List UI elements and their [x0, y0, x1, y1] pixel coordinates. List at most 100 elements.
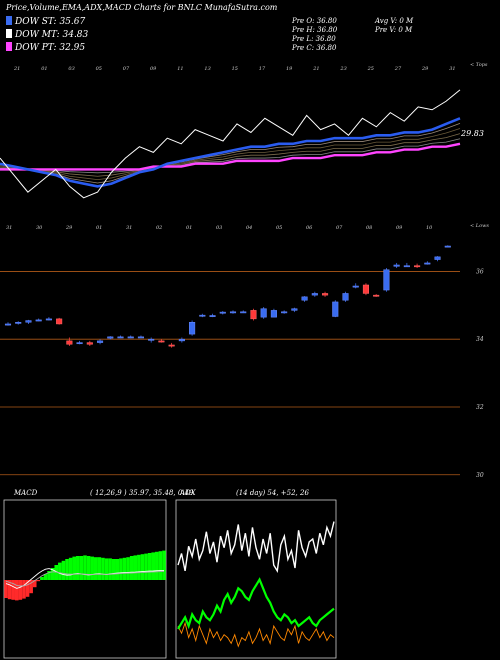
- candle-body: [250, 310, 257, 320]
- candle-body: [321, 293, 329, 296]
- price-tick-label: 30: [476, 472, 484, 479]
- macd-histogram-bar: [43, 574, 48, 580]
- ema-bottom-day-label: 29: [65, 225, 73, 231]
- macd-histogram-bar: [126, 557, 130, 580]
- ema-bottom-day-label: 06: [306, 225, 313, 231]
- ema-bottom-day-label: 04: [246, 225, 252, 231]
- macd-histogram-bar: [11, 580, 15, 600]
- ohlc-open: Pre O: 36.80: [291, 17, 337, 25]
- candle-body: [342, 293, 349, 301]
- macd-histogram-bar: [115, 559, 120, 580]
- candle-body: [178, 338, 185, 342]
- macd-histogram-bar: [122, 557, 127, 580]
- ema-top-day-label: 05: [96, 66, 102, 72]
- candle-body: [383, 269, 390, 291]
- macd-histogram-bar: [147, 553, 152, 580]
- candle-body: [240, 311, 247, 314]
- ema-top-day-label: 23: [339, 66, 346, 72]
- macd-signal-line: [5, 571, 165, 587]
- ohlc-high: Pre H: 36.80: [291, 26, 338, 34]
- candle-body: [56, 318, 63, 325]
- macd-label: MACD: [13, 489, 38, 497]
- ema-bottom-day-label: 01: [186, 225, 192, 231]
- macd-histogram-bar: [104, 558, 109, 580]
- macd-histogram-bar: [155, 551, 159, 580]
- ema-bottom-day-label: 09: [396, 225, 403, 231]
- candle-body: [373, 294, 380, 297]
- macd-histogram-bar: [129, 556, 134, 580]
- candle-body: [219, 311, 226, 314]
- ema-top-day-label: 01: [41, 66, 47, 72]
- candle-body: [229, 311, 237, 314]
- adx-plus-di-line: [177, 521, 335, 573]
- ohlc-close: Pre C: 36.80: [291, 44, 337, 52]
- price-top-label: < Lows: [470, 223, 489, 229]
- macd-histogram-bar: [144, 553, 148, 580]
- macd-histogram-bar: [7, 580, 12, 600]
- ema-bottom-day-label: 31: [126, 225, 132, 231]
- macd-histogram-bar: [119, 558, 123, 580]
- ema-bottom-day-label: 31: [6, 225, 12, 231]
- legend-swatch-mt: [6, 29, 12, 38]
- price-gridlines: 36 34 32 30: [0, 268, 484, 479]
- ema-last-value-label: 29.83: [460, 129, 484, 138]
- adx-label: ADX: [179, 489, 197, 497]
- candle-body: [127, 336, 134, 339]
- ema-top-day-label: 15: [232, 66, 238, 72]
- ema-lines: [0, 89, 461, 199]
- ema-top-day-label: 07: [123, 66, 130, 72]
- macd-histogram-bar: [86, 556, 91, 580]
- candle-body: [168, 344, 175, 347]
- prev-volume: Pre V: 0 M: [374, 26, 413, 34]
- ema-bottom-day-label: 10: [426, 225, 433, 231]
- ema-bottom-day-label: 02: [156, 225, 162, 231]
- ema-slow-line: [0, 142, 461, 171]
- price-panel: < Lows 36 34 32 30: [0, 223, 489, 479]
- price-tick-label: 34: [476, 336, 484, 343]
- ohlc-low: Pre L: 36.80: [291, 35, 336, 43]
- macd-histogram-bar: [61, 560, 66, 580]
- macd-histogram-bar: [50, 568, 55, 580]
- macd-histogram-bar: [90, 556, 94, 580]
- ema-panel: < Tops 29.83 21 01 03 05 07 09 11 13 15 17 19 21 23 2…: [0, 62, 488, 231]
- macd-histogram-bar: [68, 557, 73, 580]
- ema-ribbon-line: [0, 123, 461, 184]
- candle-body: [434, 256, 441, 260]
- legend-label-pt: DOW PT: 32.95: [14, 43, 85, 53]
- legend-swatch-st: [6, 16, 12, 25]
- ema-top-day-label: 31: [449, 66, 455, 72]
- macd-histogram-bar: [25, 580, 30, 597]
- candle-body: [86, 342, 93, 345]
- ema-top-day-label: 19: [286, 66, 293, 72]
- macd-histogram-bar: [47, 571, 51, 580]
- price-candles: [4, 245, 451, 348]
- legend-label-st: DOW ST: 35.67: [14, 17, 85, 27]
- macd-histogram-bar: [65, 559, 69, 580]
- ema-bottom-day-label: 01: [96, 225, 102, 231]
- price-line: [0, 89, 461, 199]
- candle-body: [281, 311, 288, 314]
- candle-body: [414, 265, 421, 268]
- adx-panel-frame: [175, 499, 337, 659]
- price-tick-label: 32: [476, 404, 484, 411]
- candle-body: [107, 336, 114, 339]
- ema-top-day-label: 21: [13, 66, 20, 72]
- candle-body: [199, 314, 206, 317]
- candle-body: [403, 265, 410, 268]
- ema-bottom-day-label: 05: [276, 225, 282, 231]
- ema-top-day-label: 13: [204, 66, 210, 72]
- ema-top-day-label: 03: [68, 66, 74, 72]
- candle-body: [158, 340, 165, 343]
- legend-swatch-pt: [6, 42, 12, 51]
- macd-histogram-bar: [4, 580, 8, 598]
- candle-body: [270, 310, 277, 318]
- ema-bottom-day-label: 07: [336, 225, 343, 231]
- ema-bottom-day-label: 08: [366, 225, 372, 231]
- macd-histogram-bar: [72, 556, 77, 580]
- page-title: Price,Volume,EMA,ADX,MACD Charts for BNL…: [5, 3, 278, 12]
- candle-body: [291, 308, 298, 311]
- ema-top-day-labels: 21 01 03 05 07 09 11 13 15 17 19 21 23 25 27 29 31: [13, 66, 456, 72]
- candle-body: [393, 264, 400, 267]
- macd-histogram-bar: [40, 577, 44, 580]
